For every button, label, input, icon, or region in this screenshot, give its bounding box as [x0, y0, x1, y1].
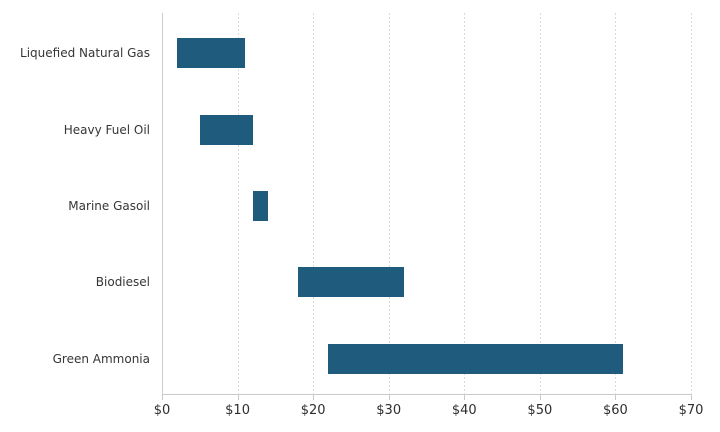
x-axis-tick-label: $70 — [678, 403, 704, 418]
y-axis-labels: Liquefied Natural Gas Heavy Fuel Oil Marin… — [0, 13, 150, 395]
x-axis-tick — [464, 395, 466, 400]
gridline-40 — [464, 13, 466, 395]
y-axis-label-biodiesel: Biodiesel — [95, 275, 150, 290]
gridline-30 — [388, 13, 390, 395]
gridline-70 — [691, 13, 692, 395]
y-axis-label-heavy-fuel-oil: Heavy Fuel Oil — [63, 122, 150, 137]
x-axis-tick-label: $60 — [603, 403, 628, 418]
gridline-20 — [313, 13, 315, 395]
y-axis-label-liquefied-natural-gas: Liquefied Natural Gas — [20, 46, 150, 61]
bar-biodiesel — [298, 267, 404, 298]
x-axis-tick-label: $40 — [451, 403, 477, 418]
x-axis-tick — [388, 395, 390, 400]
bar-green-ammonia — [328, 343, 623, 374]
x-axis-tick — [237, 395, 239, 400]
y-axis-line — [162, 13, 163, 395]
x-axis-tick-label: $0 — [153, 403, 171, 418]
x-axis-tick — [615, 395, 617, 400]
x-axis-tick-label: $50 — [527, 403, 553, 418]
gridline-60 — [615, 13, 617, 395]
x-axis-tick — [691, 395, 692, 400]
gridline-10 — [237, 13, 239, 395]
x-axis-line — [162, 394, 691, 395]
x-axis-labels: $0 $10 $20 $30 $40 $50 $60 $70 — [154, 403, 704, 423]
x-axis-tick-label: $30 — [376, 403, 402, 418]
x-axis-tick — [313, 395, 315, 400]
x-axis-tick — [162, 395, 163, 400]
gridline-50 — [539, 13, 541, 395]
y-axis-label-marine-gasoil: Marine Gasoil — [68, 198, 150, 213]
x-axis-tick-label: $10 — [225, 403, 250, 418]
bar-marine-gasoil — [252, 191, 268, 221]
bar-liquefied-natural-gas — [177, 38, 246, 69]
y-axis-label-green-ammonia: Green Ammonia — [52, 351, 150, 366]
plot-area — [162, 13, 692, 400]
x-axis-tick-label: $20 — [300, 403, 326, 418]
x-axis-tick — [539, 395, 541, 400]
bar-heavy-fuel-oil — [199, 114, 253, 145]
